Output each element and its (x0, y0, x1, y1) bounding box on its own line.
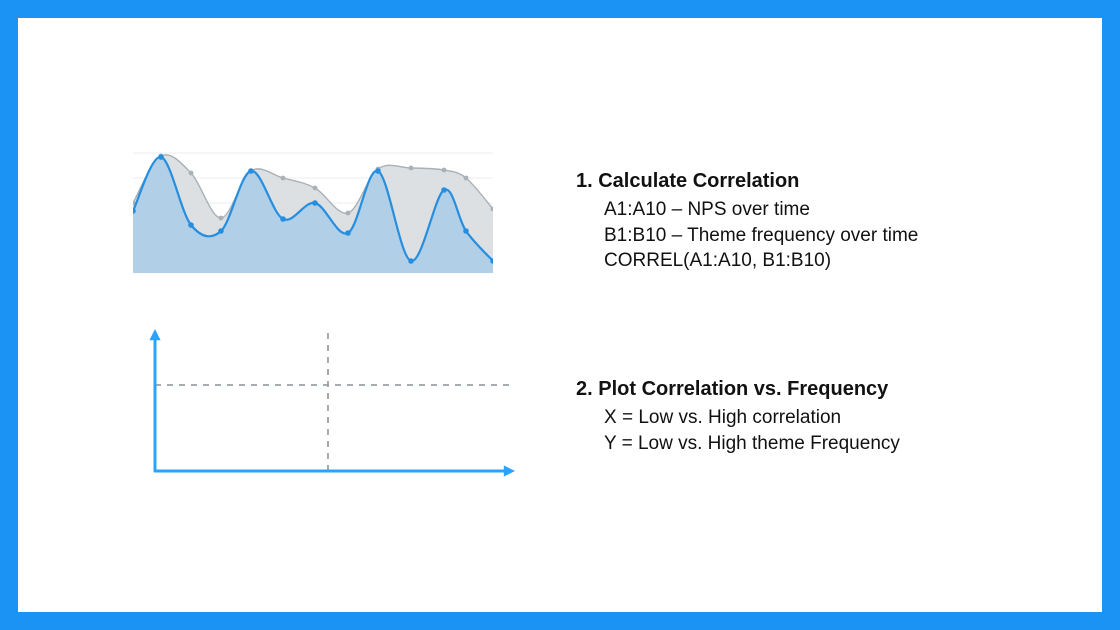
slide-frame: 1. Calculate Correlation A1:A10 – NPS ov… (0, 0, 1120, 630)
step2-line: Y = Low vs. High theme Frequency (604, 431, 1066, 457)
step2-title: 2. Plot Correlation vs. Frequency (576, 378, 1066, 401)
step2-block: 2. Plot Correlation vs. Frequency X = Lo… (576, 378, 1066, 456)
step2-lines: X = Low vs. High correlation Y = Low vs.… (576, 405, 1066, 456)
slide-content: 1. Calculate Correlation A1:A10 – NPS ov… (18, 18, 1102, 612)
step1-title: 1. Calculate Correlation (576, 170, 1046, 193)
area-chart-svg (133, 133, 493, 273)
step1-line: B1:B10 – Theme frequency over time (604, 223, 1046, 249)
step1-block: 1. Calculate Correlation A1:A10 – NPS ov… (576, 170, 1046, 274)
step2-line: X = Low vs. High correlation (604, 405, 1066, 431)
step1-line: CORREL(A1:A10, B1:B10) (604, 248, 1046, 274)
step1-line: A1:A10 – NPS over time (604, 197, 1046, 223)
quadrant-axes (133, 323, 523, 483)
step1-lines: A1:A10 – NPS over time B1:B10 – Theme fr… (576, 197, 1046, 274)
quadrant-svg (133, 323, 523, 483)
area-line-chart (133, 133, 493, 273)
